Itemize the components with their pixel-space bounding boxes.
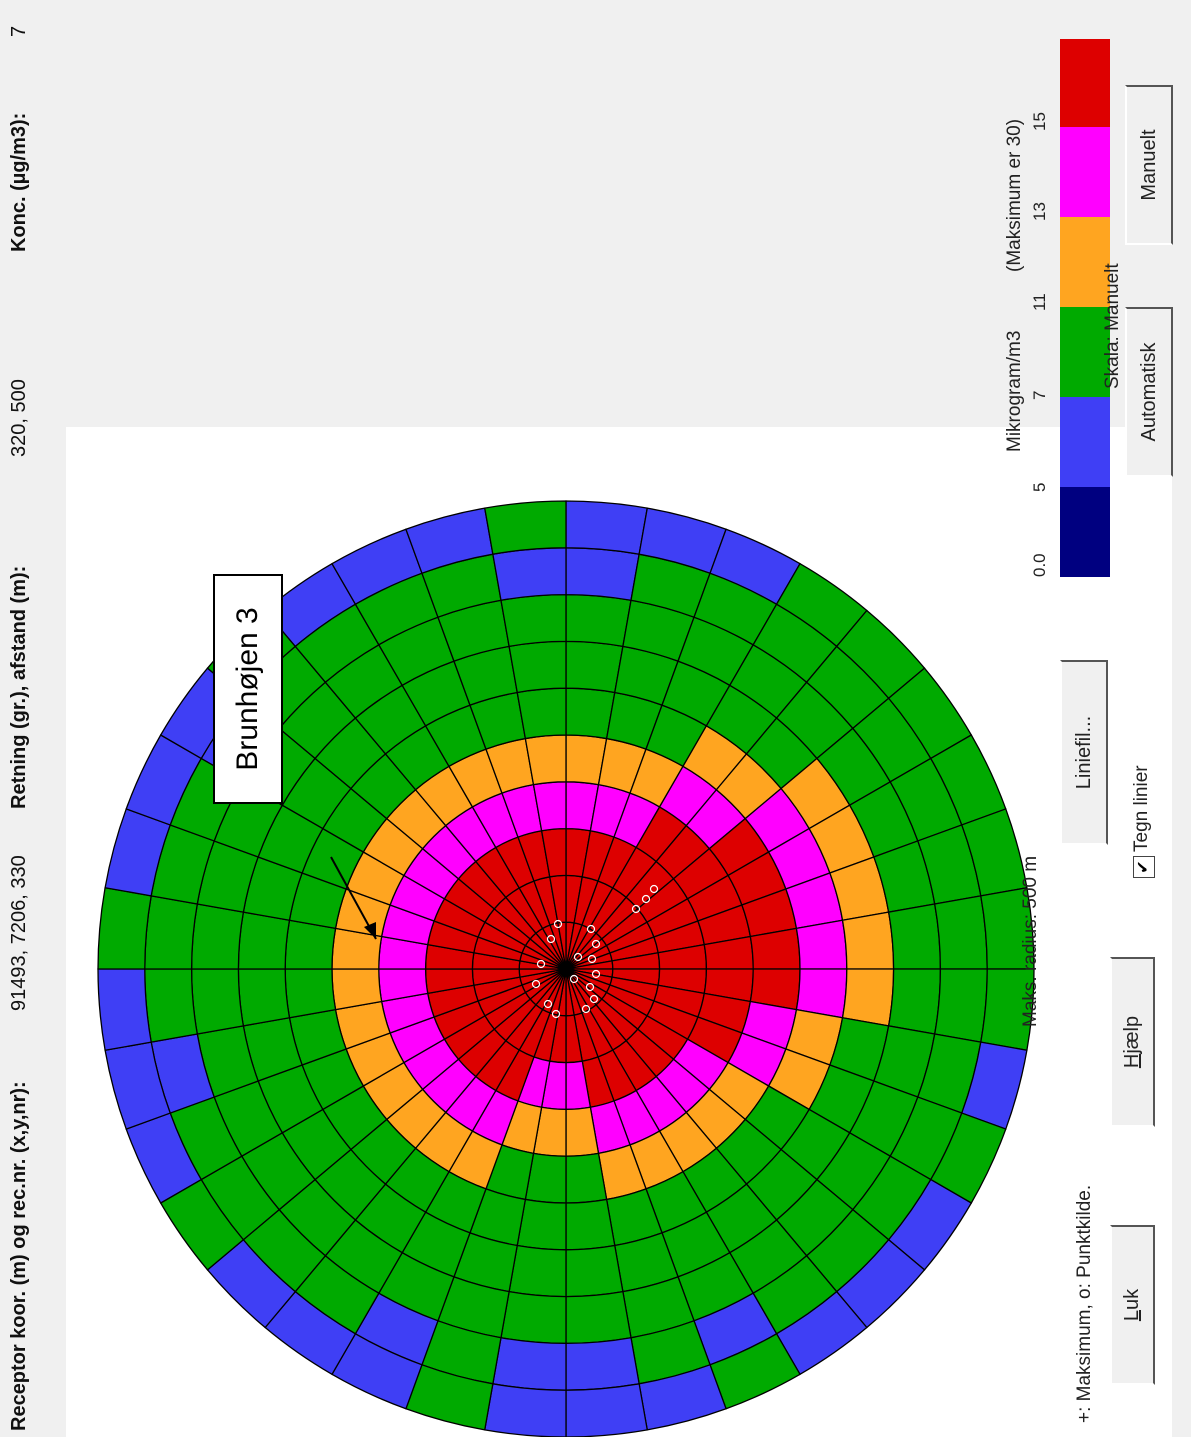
point-source-marker (585, 982, 595, 992)
grid-cell (887, 903, 942, 970)
grid-cell (565, 593, 632, 648)
source-markers (531, 884, 659, 1019)
conc-value: 7 (8, 25, 30, 37)
automatic-button[interactable]: Automatisk (1125, 307, 1173, 477)
check-mark-icon: ✔ (1135, 860, 1152, 874)
point-source-marker (536, 959, 546, 969)
grid-cell (565, 1244, 624, 1298)
scale-swatch (1060, 397, 1110, 487)
receptor-value: 91493, 7206, 330 (8, 855, 30, 1011)
maximum-marker (560, 963, 572, 975)
grid-cell (97, 968, 152, 1052)
scale-tick-label: 13 (1030, 202, 1049, 221)
grid-cell (483, 500, 567, 555)
grid-cell (508, 640, 567, 694)
grid-cell (500, 1290, 567, 1345)
grid-cell (508, 1244, 567, 1298)
close-button-accelerator: L (1121, 1310, 1143, 1322)
grid-cell (97, 886, 152, 970)
grid-cell (492, 1336, 567, 1391)
point-source-marker (551, 1009, 561, 1019)
grid-cell (933, 968, 988, 1043)
grid-cell (933, 895, 988, 970)
grid-cell (565, 1336, 640, 1391)
linefile-button[interactable]: Liniefil... (1060, 660, 1108, 845)
point-source-marker (587, 954, 597, 964)
scale-tick-label: 0.0 (1030, 553, 1049, 577)
help-button-accelerator: H (1121, 1053, 1143, 1069)
grid-cell (565, 500, 649, 555)
point-source-marker (581, 1004, 591, 1014)
callout-arrowhead (364, 922, 376, 939)
direction-label: Retning (gr.), afstand (m): (8, 565, 30, 809)
grid-cell (565, 547, 640, 602)
automatic-button-label: Automatisk (1137, 342, 1160, 442)
max-note: (Maksimum er 30) (1004, 118, 1025, 272)
grid-cell (516, 687, 567, 740)
point-source-marker (586, 924, 596, 934)
point-source-marker (631, 904, 641, 914)
point-source-marker (573, 952, 583, 962)
grid-cell (565, 640, 624, 694)
grid-cell (144, 968, 199, 1043)
callout-text: Brunhøjen 3 (231, 607, 264, 771)
scale-tick-label: 7 (1030, 390, 1049, 400)
receptor-label: Receptor koor. (m) og rec.nr. (x,y,nr): (8, 1081, 30, 1431)
point-source-marker (569, 974, 579, 984)
grid-cell (841, 968, 895, 1027)
grid-cell (795, 919, 848, 970)
point-source-marker (546, 934, 556, 944)
point-source-marker (531, 979, 541, 989)
conc-label: Konc. (µg/m3): (8, 112, 30, 252)
info-bar: Receptor koor. (m) og rec.nr. (x,y,nr): … (2, 0, 38, 1437)
linefile-button-label: Liniefil... (1072, 715, 1095, 790)
point-source-marker (641, 894, 651, 904)
concentration-polar-plot[interactable] (66, 427, 1172, 1437)
point-source-marker (591, 969, 601, 979)
scale-tick-label: 5 (1030, 482, 1049, 492)
manual-button[interactable]: Manuelt (1125, 85, 1173, 245)
grid-cell (841, 911, 895, 970)
point-source-marker (591, 939, 601, 949)
scale-swatch (1060, 487, 1110, 577)
scale-mode-label: Skala: Manuelt (1102, 263, 1123, 389)
direction-value: 320, 500 (8, 379, 30, 457)
grid-cell (190, 968, 245, 1035)
close-button-label: uk (1121, 1288, 1143, 1310)
grid-cell (144, 895, 199, 970)
grid-cell (483, 1383, 567, 1437)
draw-lines-label: Tegn linier (1131, 765, 1152, 852)
scale-swatch (1060, 39, 1110, 127)
draw-lines-checkbox[interactable]: ✔ (1133, 856, 1155, 878)
scale-tick-label: 11 (1030, 293, 1049, 311)
grid-cell (565, 1383, 649, 1437)
point-source-marker (553, 919, 563, 929)
grid-cell (565, 1290, 632, 1345)
grid-cell (500, 593, 567, 648)
point-source-marker (543, 999, 553, 1009)
legend-note: +: Maksimum, o: Punktkilde. (1074, 1184, 1095, 1423)
grid-cell (237, 911, 291, 970)
unit-label: Mikrogram/m3 (1004, 330, 1025, 452)
callout-box: Brunhøjen 3 (213, 574, 283, 804)
grid-cell (284, 968, 337, 1019)
help-button-label: jælp (1121, 1015, 1143, 1054)
grid-cell (237, 968, 291, 1027)
scale-swatch (1060, 127, 1110, 217)
grid-cell (190, 903, 245, 970)
grid-cell (887, 968, 942, 1035)
plot-cells (97, 500, 1035, 1437)
point-source-marker (589, 994, 599, 1004)
point-source-marker (649, 884, 659, 894)
grid-cell (565, 1198, 616, 1251)
manual-button-label: Manuelt (1137, 129, 1160, 201)
scale-tick-label: 15 (1030, 112, 1049, 131)
grid-cell (492, 547, 567, 602)
max-radius-text: Maks. radius: 500 m (1020, 855, 1041, 1027)
